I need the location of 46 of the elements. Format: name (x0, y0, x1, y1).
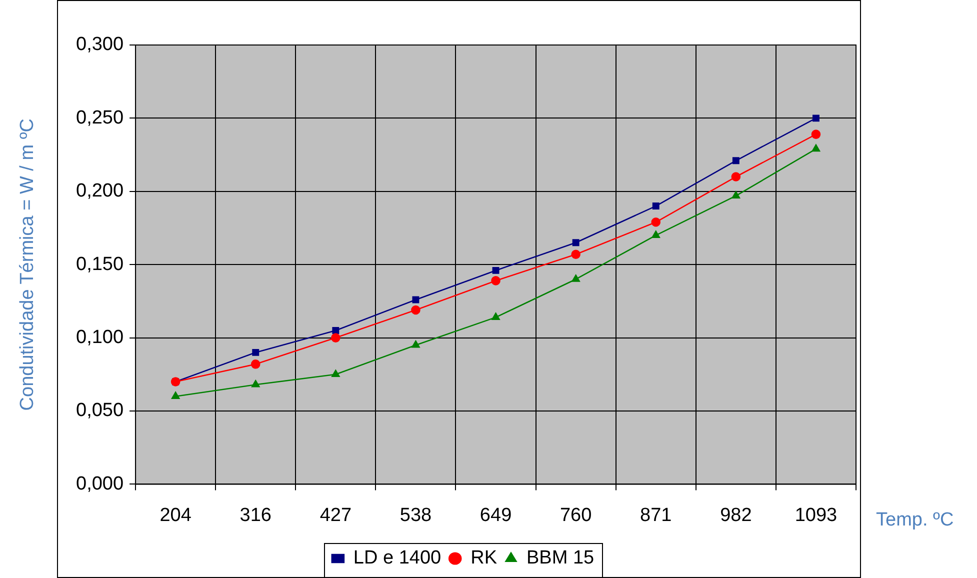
legend-label: BBM 15 (526, 548, 594, 569)
y-tick-label: 0,000 (76, 473, 124, 494)
y-tick-label: 0,200 (76, 180, 124, 202)
x-axis-title: Temp. ºC (876, 509, 954, 530)
point (252, 380, 260, 388)
x-tick-label: 1093 (794, 504, 838, 526)
point (812, 114, 820, 122)
point (572, 239, 580, 246)
point (652, 202, 660, 210)
point (811, 130, 821, 139)
x-tick-label: 982 (720, 504, 752, 526)
point (812, 144, 820, 152)
point (331, 333, 340, 342)
point (572, 274, 580, 282)
y-tick-label: 0,150 (76, 254, 124, 275)
point (492, 312, 500, 320)
y-tick-label: 0,050 (76, 400, 124, 422)
point (412, 340, 420, 348)
point (652, 230, 660, 238)
legend-label: LD e 1400 (353, 548, 442, 569)
point (732, 191, 740, 198)
x-tick-label: 316 (240, 504, 272, 526)
x-tick-label: 204 (160, 504, 192, 526)
point (412, 296, 420, 304)
point (571, 250, 580, 259)
point (492, 266, 500, 274)
point (411, 305, 420, 315)
y-axis-title: Condutividade Térmica = W / m ºC (17, 118, 38, 411)
point (332, 327, 340, 334)
x-tick-label: 871 (640, 504, 672, 526)
y-tick-label: 0,250 (76, 107, 124, 128)
point (250, 360, 260, 369)
x-tick-label: 649 (480, 504, 512, 526)
point (731, 172, 741, 182)
x-tick-label: 760 (560, 504, 592, 526)
legend-label: RK (470, 548, 498, 569)
x-tick-label: 427 (320, 504, 352, 526)
point (171, 392, 180, 400)
y-tick-label: 0,100 (76, 327, 124, 348)
point (732, 157, 740, 164)
point (252, 348, 260, 356)
point (651, 217, 661, 227)
point (332, 370, 340, 378)
point (491, 276, 500, 286)
y-tick-label: 0,300 (76, 34, 124, 56)
x-tick-label: 538 (400, 504, 432, 526)
